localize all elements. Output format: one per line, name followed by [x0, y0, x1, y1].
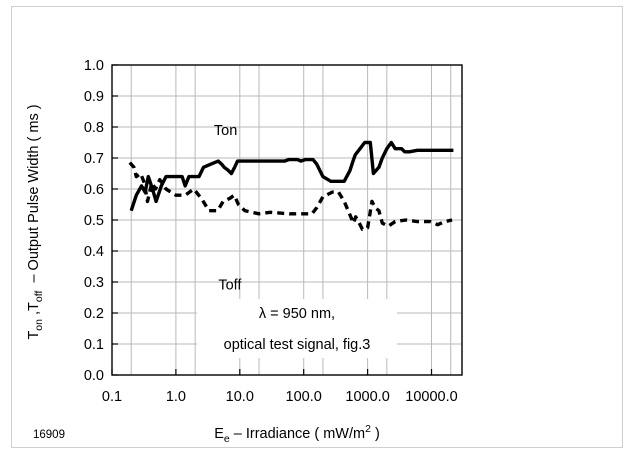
x-axis-label: Ee – Irradiance ( mW/m2 ) — [214, 423, 380, 445]
x-tick-labels: 0.1 1.0 10.0 100.0 1000.0 10000.0 — [102, 389, 458, 405]
y-tick-labels: 0.0 0.1 0.2 0.3 0.4 0.5 0.6 0.7 0.8 0.9 1.0 — [84, 58, 104, 384]
y-axis-label: Ton ,Toff – Output Pulse Width ( ms ) — [26, 104, 45, 339]
y-tick-label: 0.5 — [84, 213, 104, 229]
annotation-line-1: λ = 950 nm, — [259, 306, 335, 322]
y-tick-label: 0.1 — [84, 337, 104, 353]
y-tick-label: 0.4 — [84, 244, 104, 260]
y-tick-label: 1.0 — [84, 58, 104, 74]
figure-id: 16909 — [33, 429, 65, 441]
figure-frame: 0.0 0.1 0.2 0.3 0.4 0.5 0.6 0.7 0.8 0.9 1.0 0.1 1.0… — [11, 6, 623, 448]
annotation-line-2: optical test signal, fig.3 — [224, 337, 371, 353]
x-tick-label: 10000.0 — [405, 389, 457, 405]
axis-ticks — [111, 64, 433, 376]
annotation-background — [197, 299, 397, 358]
y-tick-label: 0.2 — [84, 306, 104, 322]
series-line-ton — [129, 140, 454, 212]
x-tick-label: 100.0 — [286, 389, 322, 405]
y-tick-label: 0.3 — [84, 275, 104, 291]
series-label-ton: Ton — [214, 123, 237, 139]
y-tick-label: 0.7 — [84, 151, 104, 167]
series-label-toff: Toff — [218, 278, 242, 294]
series-line-toff — [128, 161, 453, 231]
x-tick-label: 10.0 — [226, 389, 254, 405]
y-tick-label: 0.0 — [84, 368, 104, 384]
y-tick-label: 0.6 — [84, 182, 104, 198]
series-group — [128, 140, 454, 231]
x-tick-label: 0.1 — [102, 389, 122, 405]
x-tick-label: 1.0 — [166, 389, 186, 405]
y-tick-label: 0.9 — [84, 89, 104, 105]
y-tick-label: 0.8 — [84, 120, 104, 136]
chart: 0.0 0.1 0.2 0.3 0.4 0.5 0.6 0.7 0.8 0.9 1.0 0.1 1.0… — [26, 58, 463, 445]
x-tick-label: 1000.0 — [345, 389, 389, 405]
